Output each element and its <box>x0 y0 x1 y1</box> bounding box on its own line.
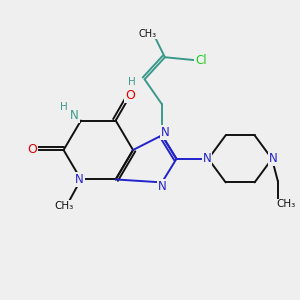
Text: O: O <box>125 89 135 102</box>
Text: N: N <box>202 152 211 165</box>
Text: H: H <box>128 77 136 87</box>
Text: CH₃: CH₃ <box>138 29 157 39</box>
Text: N: N <box>269 152 278 165</box>
Text: N: N <box>160 126 169 139</box>
Text: H: H <box>60 102 68 112</box>
Text: CH₃: CH₃ <box>277 200 296 209</box>
Text: CH₃: CH₃ <box>54 201 73 211</box>
Text: Cl: Cl <box>195 54 207 67</box>
Text: N: N <box>70 109 79 122</box>
Text: N: N <box>75 173 84 186</box>
Text: N: N <box>158 180 166 193</box>
Text: O: O <box>27 143 37 157</box>
